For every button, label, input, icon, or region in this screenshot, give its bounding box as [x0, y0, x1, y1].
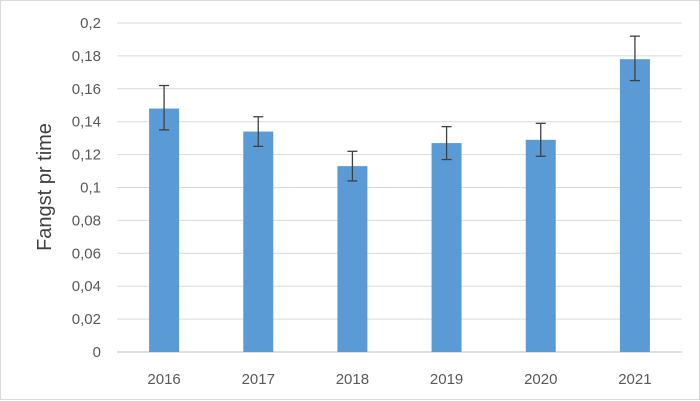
x-tick-labels: 2016 2017 2018 2019 2020 2021 — [147, 371, 651, 388]
y-tick-label: 0,1 — [80, 180, 101, 197]
error-bar-2017 — [253, 116, 264, 148]
y-tick-label: 0,18 — [72, 48, 101, 65]
y-tick-label: 0,2 — [80, 15, 101, 32]
bar-2021 — [619, 59, 650, 352]
x-tick-label: 2019 — [430, 371, 463, 388]
y-tick-label: 0,04 — [72, 278, 101, 295]
error-bars — [159, 35, 640, 182]
y-tick-label: 0,12 — [72, 147, 101, 164]
y-tick-label: 0,14 — [72, 114, 101, 131]
error-bar-2019 — [441, 125, 452, 161]
x-tick-label: 2016 — [147, 371, 180, 388]
bar-2018 — [337, 166, 368, 352]
y-tick-label: 0,06 — [72, 245, 101, 262]
bar-2019 — [431, 143, 462, 352]
y-tick-label: 0 — [93, 344, 101, 361]
x-tick-label: 2020 — [524, 371, 557, 388]
x-tick-label: 2017 — [242, 371, 275, 388]
y-tick-label: 0,08 — [72, 212, 101, 229]
error-bar-2021 — [629, 35, 640, 82]
y-tick-labels: 0 0,02 0,04 0,06 0,08 0,1 0,12 0,14 0,16 0,18 0,2 — [72, 15, 101, 361]
x-tick-label: 2018 — [336, 371, 369, 388]
bar-2017 — [243, 131, 274, 352]
gridlines — [117, 22, 682, 353]
error-bar-2018 — [347, 150, 358, 182]
error-bar-2020 — [535, 122, 546, 157]
bar-2020 — [525, 139, 556, 352]
y-axis-title: Fangst pr time — [34, 123, 56, 251]
x-tick-label: 2021 — [618, 371, 651, 388]
error-bar-2016 — [159, 84, 170, 131]
bars — [149, 59, 650, 352]
y-tick-label: 0,16 — [72, 81, 101, 98]
bar-2016 — [149, 108, 180, 352]
y-tick-label: 0,02 — [72, 311, 101, 328]
